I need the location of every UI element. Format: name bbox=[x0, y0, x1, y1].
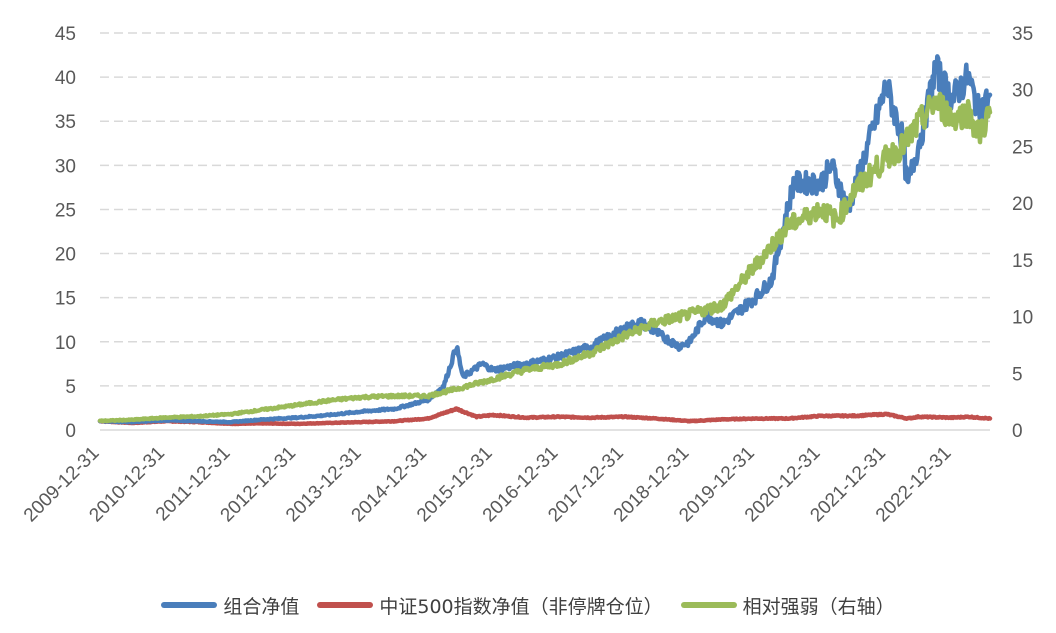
x-axis: 2009-12-312010-12-312011-12-312012-12-31… bbox=[20, 443, 956, 527]
y-right-tick-label: 30 bbox=[1012, 81, 1033, 102]
y-left-tick-label: 5 bbox=[65, 377, 76, 398]
legend-label-relative-strength: 相对强弱（右轴） bbox=[742, 595, 895, 618]
right-y-axis: 0 5 10 15 20 25 30 35 bbox=[1012, 24, 1033, 442]
legend-swatch-relative-strength bbox=[680, 602, 737, 608]
left-y-axis: 0 5 10 15 20 25 30 35 40 45 bbox=[55, 24, 76, 442]
y-left-tick-label: 20 bbox=[55, 245, 76, 266]
legend: 组合净值 中证500指数净值（非停牌仓位） 相对强弱（右轴） bbox=[0, 585, 1056, 625]
y-left-tick-label: 35 bbox=[55, 112, 76, 133]
y-left-tick-label: 25 bbox=[55, 200, 76, 221]
y-right-tick-label: 25 bbox=[1012, 137, 1033, 158]
series-lines bbox=[97, 54, 993, 427]
y-right-tick-label: 20 bbox=[1012, 194, 1033, 215]
series-line-0 bbox=[97, 54, 993, 425]
legend-item-portfolio: 组合净值 bbox=[161, 592, 299, 619]
y-left-tick-label: 0 bbox=[65, 421, 76, 442]
y-left-tick-label: 30 bbox=[55, 156, 76, 177]
y-right-tick-label: 35 bbox=[1012, 24, 1033, 45]
legend-label-portfolio: 组合净值 bbox=[223, 595, 300, 618]
y-left-tick-label: 45 bbox=[55, 24, 76, 45]
y-left-tick-label: 10 bbox=[55, 333, 76, 354]
series-line-1 bbox=[97, 406, 993, 427]
legend-swatch-csi500 bbox=[317, 602, 374, 608]
legend-swatch-portfolio bbox=[161, 602, 218, 608]
y-right-tick-label: 0 bbox=[1012, 421, 1023, 442]
chart: 0 5 10 15 20 25 30 35 40 45 0 5 10 15 20 25 30 35 2009-1… bbox=[20, 24, 1033, 527]
y-right-tick-label: 5 bbox=[1012, 364, 1023, 385]
y-right-tick-label: 15 bbox=[1012, 251, 1033, 272]
legend-item-relative-strength: 相对强弱（右轴） bbox=[680, 592, 895, 619]
y-left-tick-label: 40 bbox=[55, 68, 76, 89]
legend-item-csi500: 中证500指数净值（非停牌仓位） bbox=[317, 592, 663, 619]
series-line-2 bbox=[97, 91, 993, 424]
y-left-tick-label: 15 bbox=[55, 289, 76, 310]
y-right-tick-label: 10 bbox=[1012, 308, 1033, 329]
gridlines bbox=[100, 32, 990, 387]
legend-label-csi500: 中证500指数净值（非停牌仓位） bbox=[379, 595, 663, 618]
